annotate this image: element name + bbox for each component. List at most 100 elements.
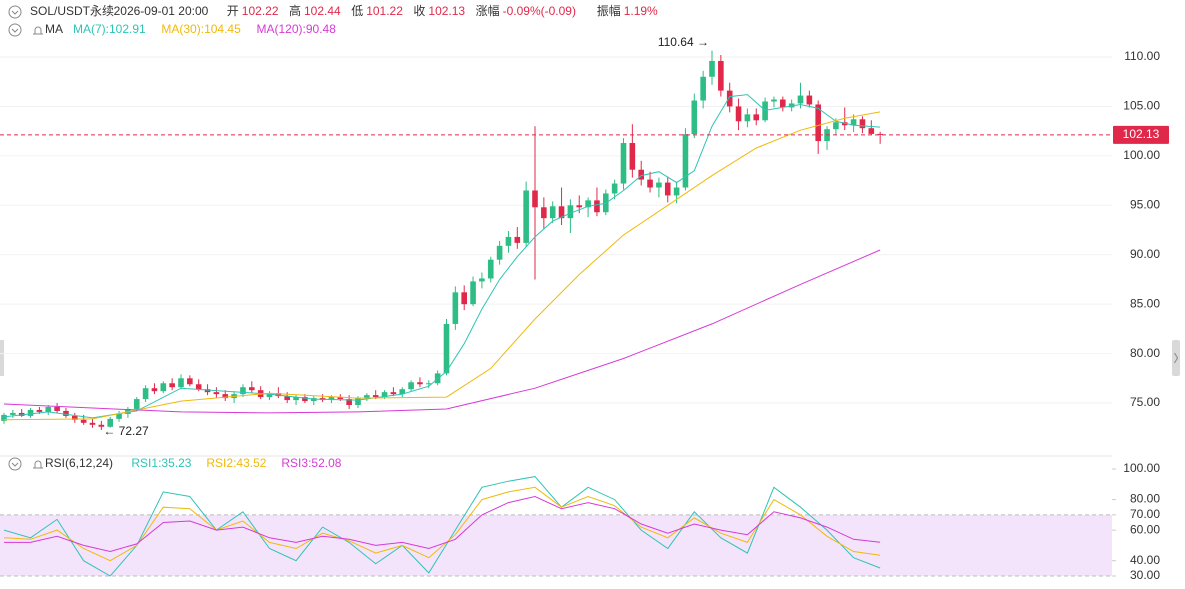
candle-body (390, 392, 397, 395)
candle-body (505, 236, 512, 246)
chevron (11, 28, 19, 33)
candle-body (372, 395, 379, 398)
candle-body (576, 205, 583, 208)
candle-body (452, 292, 459, 324)
candle-body (240, 387, 246, 395)
rsi-line (3, 476, 881, 577)
collapse-icon[interactable] (8, 5, 22, 19)
candle-body (133, 399, 140, 409)
candle-body (877, 133, 883, 135)
y-tick-label: 85.00 (1130, 296, 1160, 310)
rsi-line (4, 495, 881, 553)
candle-body (656, 182, 662, 188)
candle-body (364, 395, 370, 399)
right-handle[interactable] (1172, 340, 1180, 376)
collapse-icon[interactable] (8, 457, 22, 471)
y-tick-label: 40.00 (1130, 553, 1160, 567)
collapse-icon[interactable] (8, 23, 22, 37)
candle-body (620, 143, 627, 184)
indicator-label: MA (45, 22, 63, 36)
candle-body (673, 187, 680, 196)
candle-body (399, 389, 406, 395)
candle-body (558, 206, 565, 219)
candle-body (381, 392, 388, 398)
toggle-icons (8, 5, 43, 471)
candle-body (54, 406, 60, 411)
candle-body (187, 378, 193, 385)
chevron (11, 462, 19, 467)
candle-body (10, 412, 16, 415)
left-handle[interactable] (0, 340, 4, 376)
candle-body (408, 382, 414, 390)
candle-body (1, 414, 7, 421)
header-text: SOL/USDT永续 (30, 4, 114, 18)
candle-body (664, 182, 671, 196)
candle-body (426, 383, 432, 385)
candle-body (213, 392, 220, 395)
rsi-band (0, 514, 1112, 577)
candle-body (682, 134, 689, 188)
header-text: 收 (413, 4, 425, 18)
candle-body (815, 104, 821, 142)
candle-body (833, 122, 839, 130)
header-text: 低 (351, 4, 363, 18)
candle-body (771, 99, 777, 102)
candle-body (178, 378, 184, 388)
legend-entry: RSI3:52.08 (281, 456, 341, 470)
candle-body (487, 259, 494, 279)
candle-body (195, 384, 202, 390)
y-tick-label: 80.00 (1130, 346, 1160, 360)
header-text: 涨幅 (476, 3, 500, 18)
candle-body (780, 99, 786, 108)
candle-body (222, 394, 229, 399)
candle-body (700, 76, 706, 101)
ma-line (3, 111, 881, 421)
last-price-label: 102.13 (1123, 127, 1160, 141)
header-text: 102.13 (428, 4, 465, 18)
candle-body (718, 60, 724, 91)
candle-body (629, 143, 636, 170)
rsi-line (3, 486, 881, 562)
candle-body (868, 128, 875, 134)
candle-body (328, 397, 335, 401)
candle-body (638, 169, 644, 180)
candle-body (293, 397, 299, 401)
candle-body (532, 190, 538, 208)
header: SOL/USDT永续 2026-09-01 20:00 开 102.22 高 102.44… (30, 3, 658, 18)
candle-body (709, 60, 715, 77)
candle-body (142, 388, 149, 400)
y-tick-label: 100.00 (1123, 148, 1160, 162)
header-text: 1.19% (624, 4, 658, 18)
candle-body (36, 409, 43, 412)
candle-body (204, 389, 211, 393)
y-tick-label: 90.00 (1130, 247, 1160, 261)
y-tick-label: 100.00 (1123, 461, 1160, 475)
header-text: 振幅 (597, 3, 621, 18)
chevron (11, 10, 19, 15)
candle-body (27, 409, 34, 416)
candle-body (797, 95, 804, 104)
candle-body (647, 179, 653, 188)
candle-body (753, 114, 760, 121)
y-tick-label: 60.00 (1130, 522, 1160, 536)
y-tick-label: 110.00 (1124, 49, 1160, 63)
candle-body (284, 396, 290, 401)
candle-body (337, 397, 344, 400)
header-text: 开 (227, 4, 239, 18)
header-text: 102.22 (242, 4, 279, 18)
candle-body (160, 383, 167, 392)
candle-body (567, 205, 574, 219)
extreme-annotation: 110.64 → (658, 35, 709, 49)
candle-body (850, 119, 857, 126)
header-text: -0.09%(-0.09) (503, 4, 576, 18)
candle-body (89, 422, 96, 425)
candle-body (541, 207, 547, 219)
candle-body (302, 397, 308, 402)
header-text: 101.22 (366, 4, 403, 18)
candle-body (107, 418, 113, 427)
y-tick-label: 95.00 (1130, 197, 1160, 211)
legend-entry: RSI2:43.52 (206, 456, 266, 470)
legend-entry: MA(30):104.45 (161, 22, 241, 36)
